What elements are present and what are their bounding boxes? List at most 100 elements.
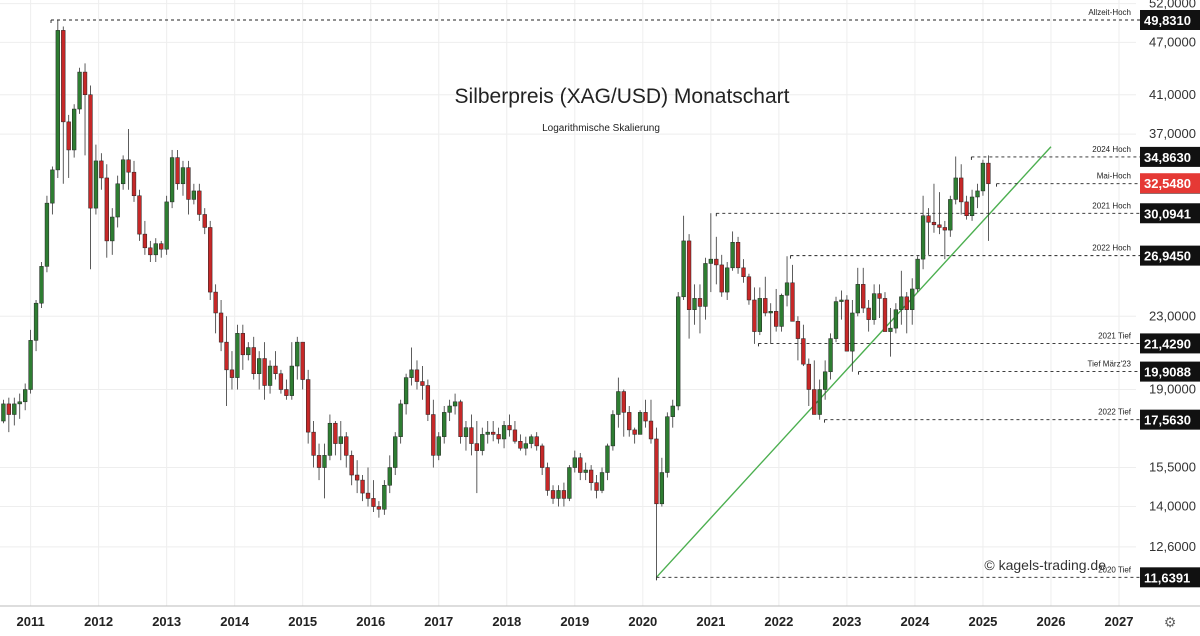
candle-body-143 <box>779 294 784 327</box>
candle-98 <box>534 432 539 451</box>
candle-body-101 <box>550 490 556 499</box>
x-tick-label-14: 2025 <box>968 614 997 629</box>
candle-body-59 <box>322 455 327 468</box>
level-label-3: 2021 Hoch <box>1092 201 1131 210</box>
candle-body-81 <box>442 412 447 437</box>
chart-title: Silberpreis (XAG/USD) Monatschart <box>455 85 790 108</box>
candle-77 <box>420 366 425 400</box>
candle-88 <box>480 427 485 456</box>
candle-body-129 <box>703 263 708 307</box>
candle-body-3 <box>17 401 22 405</box>
candle-body-110 <box>599 472 605 491</box>
candle-91 <box>496 427 501 444</box>
candle-130 <box>708 213 714 293</box>
candle-177 <box>964 195 969 220</box>
candle-147 <box>801 324 806 367</box>
candle-body-36 <box>197 190 202 215</box>
candle-body-130 <box>708 258 714 264</box>
candle-body-179 <box>975 190 980 198</box>
candle-13 <box>71 104 77 158</box>
candle-47 <box>257 351 262 390</box>
candle-body-27 <box>148 247 153 256</box>
candle-137 <box>746 273 752 305</box>
candle-138 <box>752 287 757 344</box>
candle-body-7 <box>39 266 44 304</box>
candle-94 <box>512 421 518 444</box>
candle-38 <box>208 220 213 300</box>
candle-180 <box>980 159 986 196</box>
level-label-7: 2022 Tief <box>1098 408 1132 417</box>
candle-body-166 <box>904 296 909 310</box>
current-price-badge: 32,5480 <box>1144 176 1191 191</box>
candle-23 <box>126 128 131 190</box>
watermark: © kagels-trading.de <box>984 557 1106 573</box>
candle-body-38 <box>208 227 213 293</box>
candle-181 <box>986 155 991 241</box>
x-tick-label-8: 2019 <box>560 614 589 629</box>
candle-153 <box>833 296 839 343</box>
candle-body-91 <box>496 434 501 440</box>
candle-110 <box>599 467 605 494</box>
candle-body-32 <box>175 157 180 185</box>
candle-body-34 <box>186 167 191 200</box>
candle-body-134 <box>730 242 735 269</box>
candle-body-95 <box>518 441 523 449</box>
candle-body-33 <box>180 167 186 185</box>
candle-body-171 <box>931 221 937 226</box>
gear-icon[interactable]: ⚙ <box>1164 615 1177 631</box>
level-badge-0: 49,8310 <box>1144 13 1191 28</box>
candle-75 <box>409 347 414 386</box>
candle-body-31 <box>169 157 175 203</box>
level-badge-6: 19,9088 <box>1144 365 1191 380</box>
candle-body-113 <box>616 391 621 415</box>
candle-body-54 <box>295 341 300 367</box>
candle-body-123 <box>670 405 675 417</box>
candle-118 <box>643 399 648 428</box>
level-badge-1-bg <box>1140 146 1200 167</box>
candle-body-73 <box>398 403 403 437</box>
candle-body-64 <box>349 455 354 476</box>
level-badge-5: 21,4290 <box>1144 336 1191 351</box>
candle-body-158 <box>861 284 866 309</box>
candle-body-96 <box>523 443 528 449</box>
candle-body-14 <box>77 71 82 110</box>
candle-11 <box>61 26 66 184</box>
candle-body-106 <box>578 457 583 473</box>
candle-body-43 <box>235 333 240 378</box>
x-tick-label-10: 2021 <box>696 614 725 629</box>
candle-145 <box>790 264 795 322</box>
candle-body-175 <box>953 177 958 200</box>
candle-body-6 <box>33 302 39 341</box>
candle-body-70 <box>382 484 387 510</box>
candle-body-69 <box>376 506 382 510</box>
candle-body-165 <box>899 296 904 310</box>
candle-116 <box>632 427 637 444</box>
candle-86 <box>469 414 474 456</box>
x-tick-label-9: 2020 <box>628 614 657 629</box>
level-label-8: 2020 Tief <box>1098 565 1132 574</box>
candle-body-94 <box>512 429 518 442</box>
candle-148 <box>806 358 811 406</box>
candle-55 <box>300 341 305 390</box>
candle-151 <box>822 360 828 400</box>
candle-74 <box>403 373 409 415</box>
x-tick-label-6: 2017 <box>424 614 453 629</box>
candle-119 <box>648 399 654 444</box>
candle-body-85 <box>463 427 469 437</box>
candle-body-128 <box>697 298 703 307</box>
candle-117 <box>637 410 643 435</box>
candle-body-168 <box>915 258 920 290</box>
level-badge-6-bg <box>1140 361 1200 382</box>
candle-body-93 <box>507 425 512 431</box>
candle-5 <box>28 329 33 394</box>
candle-body-116 <box>632 429 637 435</box>
candle-64 <box>349 450 354 486</box>
level-badge-4: 26,9450 <box>1144 249 1191 264</box>
candle-79 <box>431 399 436 468</box>
candle-body-0 <box>1 403 6 422</box>
candle-144 <box>784 256 790 307</box>
candle-168 <box>915 256 920 293</box>
candle-body-58 <box>316 455 322 468</box>
level-label-0: Allzeit-Hoch <box>1088 8 1131 17</box>
